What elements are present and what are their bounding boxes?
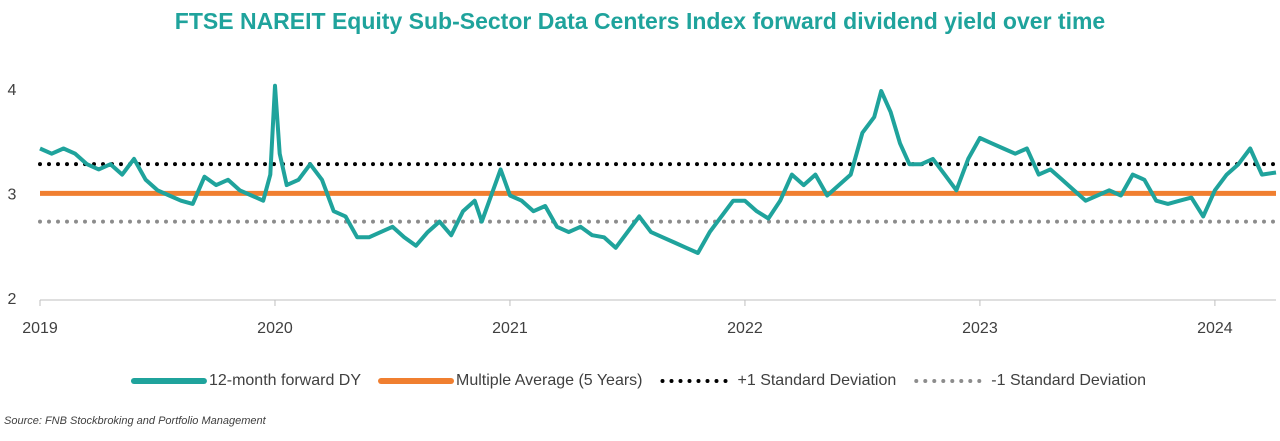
x-tick-label: 2020 bbox=[257, 320, 293, 337]
x-tick-label: 2021 bbox=[492, 320, 528, 337]
legend-label: -1 Standard Deviation bbox=[991, 372, 1146, 389]
y-tick-label: 3 bbox=[8, 187, 17, 204]
source-note: Source: FNB Stockbroking and Portfolio M… bbox=[4, 415, 267, 427]
x-tick-label: 2019 bbox=[22, 320, 58, 337]
legend-label: +1 Standard Deviation bbox=[738, 372, 897, 389]
x-tick-label: 2022 bbox=[727, 320, 763, 337]
legend-label: 12-month forward DY bbox=[209, 372, 361, 389]
y-tick-label: 2 bbox=[8, 291, 17, 308]
chart-title: FTSE NAREIT Equity Sub-Sector Data Cente… bbox=[175, 8, 1105, 34]
x-tick-label: 2024 bbox=[1197, 320, 1233, 337]
legend-label: Multiple Average (5 Years) bbox=[456, 372, 642, 389]
x-tick-label: 2023 bbox=[962, 320, 998, 337]
data-line bbox=[39, 83, 1277, 255]
y-tick-label: 4 bbox=[8, 82, 17, 99]
